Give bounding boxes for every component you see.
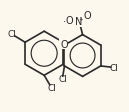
Text: Cl: Cl bbox=[8, 30, 17, 39]
Text: Cl: Cl bbox=[48, 83, 57, 92]
Text: −: − bbox=[62, 16, 70, 25]
Text: Cl: Cl bbox=[109, 63, 118, 72]
Text: O: O bbox=[60, 39, 68, 49]
Text: O: O bbox=[66, 16, 73, 26]
Text: Cl: Cl bbox=[58, 75, 67, 84]
Text: N: N bbox=[75, 17, 82, 27]
Text: O: O bbox=[83, 11, 91, 21]
Text: +: + bbox=[79, 17, 84, 22]
